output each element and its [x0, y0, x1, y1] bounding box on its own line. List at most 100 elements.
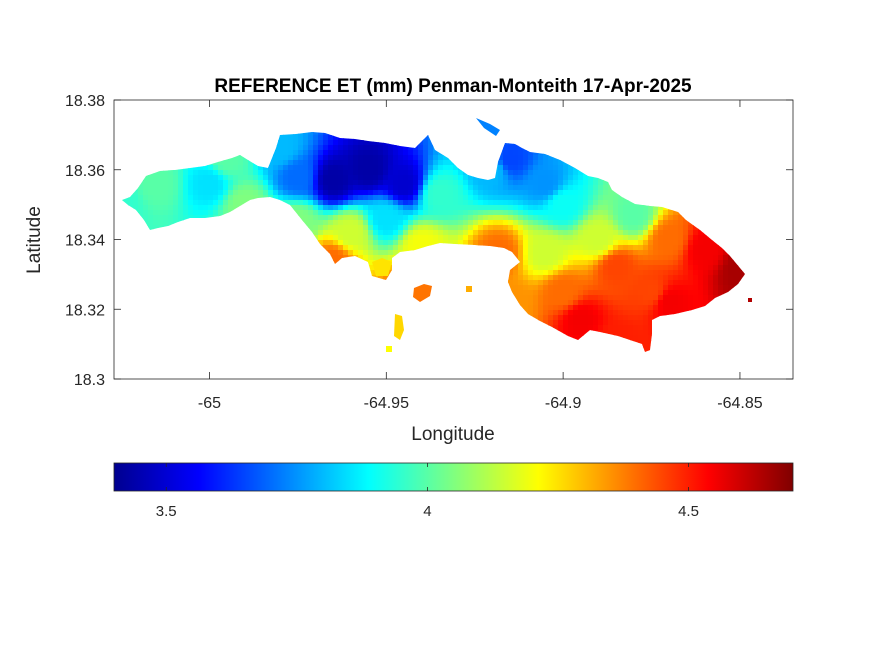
- heat-cell: [233, 200, 239, 206]
- heat-cell: [523, 230, 529, 236]
- heat-cell: [583, 250, 589, 256]
- heat-cell: [638, 250, 644, 256]
- heat-cell: [448, 215, 454, 221]
- heat-cell: [568, 295, 574, 301]
- heat-cell: [183, 195, 189, 201]
- heat-cell: [698, 240, 704, 246]
- heat-cell: [508, 210, 514, 216]
- heat-cell: [588, 290, 594, 296]
- heat-cell: [223, 165, 229, 171]
- heat-cell: [548, 260, 554, 266]
- heat-cell: [348, 205, 354, 211]
- heat-cell: [303, 155, 309, 161]
- heat-cell: [368, 220, 374, 226]
- heat-cell: [248, 175, 254, 181]
- heat-cell: [718, 250, 724, 256]
- heat-cell: [388, 240, 394, 246]
- heat-cell: [353, 185, 359, 191]
- heat-cell: [633, 275, 639, 281]
- heat-cell: [708, 260, 714, 266]
- heat-cell: [523, 210, 529, 216]
- heat-cell: [558, 280, 564, 286]
- heat-cell: [568, 185, 574, 191]
- heat-cell: [368, 200, 374, 206]
- heat-cell: [308, 165, 314, 171]
- heat-cell: [508, 175, 514, 181]
- heat-cell: [218, 180, 224, 186]
- heat-cell: [298, 205, 304, 211]
- heat-cell: [568, 255, 574, 261]
- heat-cell: [153, 205, 159, 211]
- heat-cell: [548, 240, 554, 246]
- heat-cell: [298, 190, 304, 196]
- heat-cell: [373, 255, 379, 261]
- heat-cell: [143, 185, 149, 191]
- heat-cell: [673, 240, 679, 246]
- heat-cell: [393, 205, 399, 211]
- heat-cell: [553, 170, 559, 176]
- heat-cell: [188, 200, 194, 206]
- heat-cell: [518, 230, 524, 236]
- heat-cell: [523, 175, 529, 181]
- heat-cell: [603, 280, 609, 286]
- heat-cell: [598, 245, 604, 251]
- heat-cell: [538, 310, 544, 316]
- heat-cell: [358, 165, 364, 171]
- heat-cell: [543, 220, 549, 226]
- heat-cell: [408, 200, 414, 206]
- heat-cell: [308, 190, 314, 196]
- heat-cell: [688, 230, 694, 236]
- heat-cell: [648, 230, 654, 236]
- heat-cell: [313, 165, 319, 171]
- heat-cell: [613, 225, 619, 231]
- heat-cell: [348, 250, 354, 256]
- heat-cell: [368, 165, 374, 171]
- heat-cell: [423, 140, 429, 146]
- heat-cell: [528, 240, 534, 246]
- heat-cell: [678, 265, 684, 271]
- heat-cell: [618, 295, 624, 301]
- heat-cell: [313, 210, 319, 216]
- heat-cell: [693, 280, 699, 286]
- heat-cell: [533, 185, 539, 191]
- heat-cell: [273, 185, 279, 191]
- heat-cell: [653, 275, 659, 281]
- heat-cell: [623, 280, 629, 286]
- heat-cell: [618, 315, 624, 321]
- heat-cell: [193, 180, 199, 186]
- heat-cell: [668, 285, 674, 291]
- heat-cell: [543, 310, 549, 316]
- heat-cell: [203, 210, 209, 216]
- heat-cell: [333, 215, 339, 221]
- heat-cell: [413, 210, 419, 216]
- heat-cell: [608, 275, 614, 281]
- heat-cell: [508, 195, 514, 201]
- heat-cell: [548, 235, 554, 241]
- heat-cell: [533, 175, 539, 181]
- heat-cell: [553, 225, 559, 231]
- heat-cell: [408, 190, 414, 196]
- heat-cell: [413, 235, 419, 241]
- heat-cell: [328, 245, 334, 251]
- heat-cell: [233, 160, 239, 166]
- heat-cell: [208, 210, 214, 216]
- heat-cell: [633, 245, 639, 251]
- heat-cell: [398, 220, 404, 226]
- heat-cell: [543, 185, 549, 191]
- heat-cell: [168, 190, 174, 196]
- heat-cell: [318, 210, 324, 216]
- heat-cell: [358, 235, 364, 241]
- heat-cell: [608, 225, 614, 231]
- heat-cell: [518, 190, 524, 196]
- heat-cell: [538, 290, 544, 296]
- heat-cell: [678, 260, 684, 266]
- heat-cell: [163, 220, 169, 226]
- heat-cell: [518, 285, 524, 291]
- heat-cell: [338, 240, 344, 246]
- heat-cell: [158, 220, 164, 226]
- heat-cell: [448, 185, 454, 191]
- heat-cell: [528, 225, 534, 231]
- heat-cell: [533, 280, 539, 286]
- heat-cell: [348, 195, 354, 201]
- heat-cell: [583, 300, 589, 306]
